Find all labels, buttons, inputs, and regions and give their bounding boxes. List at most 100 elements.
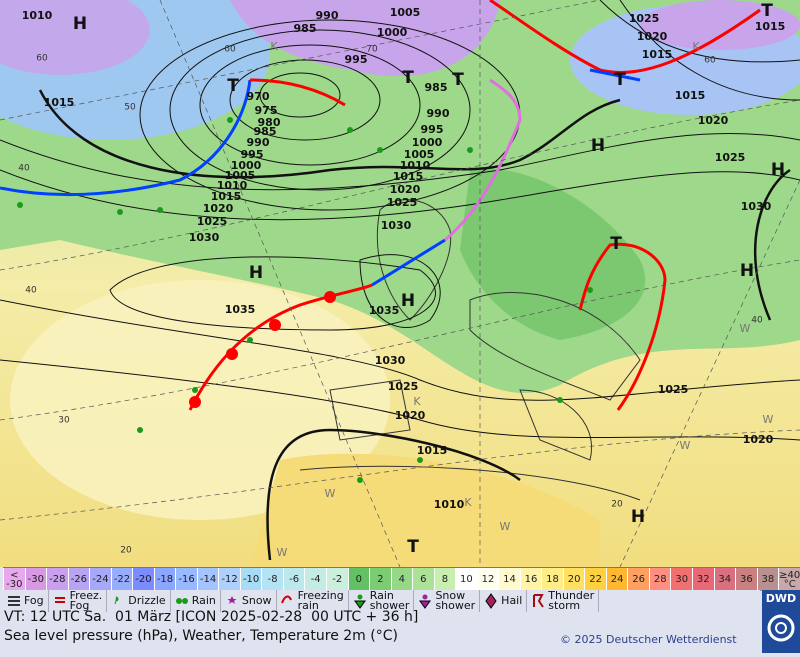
temp-patch <box>460 168 646 340</box>
isobar-label: 1005 <box>390 6 421 19</box>
cold-front <box>371 238 446 287</box>
legend-item: Drizzle <box>107 590 171 612</box>
grid-label: 40 <box>18 164 30 174</box>
isobar-label: 1015 <box>755 20 786 33</box>
legend-item: Rain <box>171 590 221 612</box>
pressure-center: H <box>591 136 605 156</box>
scale-cell: 6 <box>412 568 434 591</box>
scale-cell: -6 <box>282 568 305 591</box>
graticule <box>0 0 800 567</box>
legend-icon <box>175 598 188 604</box>
grid-label: 30 <box>58 416 70 426</box>
scale-cell: 28 <box>648 568 671 591</box>
scale-cell: -22 <box>110 568 133 591</box>
isobar-label: 975 <box>255 104 278 117</box>
legend-item: Snow <box>221 590 277 612</box>
cold-front <box>589 68 641 82</box>
legend-label: Hail <box>501 594 523 607</box>
isobar-label: 995 <box>241 148 264 161</box>
legend-item: Thunder storm <box>527 589 600 612</box>
isobar-label: 990 <box>427 107 450 120</box>
africa-warm <box>250 453 600 567</box>
isobar-label: 995 <box>345 53 368 66</box>
grid-label: 20 <box>120 546 132 556</box>
front-symbol <box>226 348 238 360</box>
small-mark: K <box>413 395 421 408</box>
legend-label: Thunder storm <box>548 589 595 612</box>
scale-cell: -26 <box>67 568 90 591</box>
isobar-label: 1025 <box>197 215 228 228</box>
scale-cell: 0 <box>347 568 370 591</box>
isobar-label: 1010 <box>434 498 465 511</box>
isobar-label: 1020 <box>743 433 774 446</box>
legend-item: Freez. Fog <box>49 590 108 612</box>
grid-label: 20 <box>611 500 623 510</box>
front-symbol <box>324 291 336 303</box>
scale-cell: -8 <box>261 568 283 591</box>
scale-cell: 30 <box>670 568 692 591</box>
isobar-label: 1010 <box>22 9 53 22</box>
scale-cell: 8 <box>433 568 456 591</box>
isobar-label: 1005 <box>225 169 256 182</box>
isobar-label: 1035 <box>225 303 256 316</box>
pressure-center: T <box>407 537 419 557</box>
isobar-label: 1000 <box>231 159 262 172</box>
small-mark: W <box>740 322 751 335</box>
isobar-label: 1030 <box>189 231 220 244</box>
scale-cell: 20 <box>562 568 585 591</box>
legend-item: Snow shower <box>414 590 481 612</box>
small-mark: K <box>270 40 278 53</box>
isobar-label: 1010 <box>400 159 431 172</box>
main-isobars <box>38 89 791 561</box>
legend-item: Hail <box>480 590 528 612</box>
legend-label: Fog <box>24 594 44 607</box>
isobar-label: 1025 <box>715 151 746 164</box>
isobar-label: 1015 <box>675 89 706 102</box>
weather-symbols <box>17 117 593 483</box>
cold-purple <box>640 0 800 50</box>
scale-cell: 10 <box>455 568 477 591</box>
legend: Fog Freez. Fog Drizzle Rain Snow Freezing rai… <box>3 590 760 612</box>
scale-cell: 16 <box>519 568 542 591</box>
legend-label: Freez. Fog <box>69 589 103 612</box>
scale-cell: 38 <box>756 568 779 591</box>
isobar-label: 1030 <box>375 354 406 367</box>
legend-label: Rain shower <box>369 589 410 612</box>
color-scale: < -30 -30 -28 -26 -24 -22 -20 -18 -16 -14 -12 -10 -8… <box>3 567 800 591</box>
scale-cell: 4 <box>390 568 413 591</box>
small-mark: K <box>692 40 700 53</box>
cold-front <box>0 79 252 197</box>
scale-cell: 18 <box>541 568 563 591</box>
grid-label: 50 <box>124 103 136 113</box>
isobar-label: 970 <box>247 90 270 103</box>
pressure-center: T <box>761 1 773 21</box>
isobar-label: 1020 <box>637 30 668 43</box>
legend-item: Rain shower <box>349 590 415 612</box>
isobar-label: 1035 <box>369 304 400 317</box>
scale-cell: -24 <box>89 568 111 591</box>
legend-label: Freezing rain <box>297 589 344 612</box>
isobar-label: 1020 <box>698 114 729 127</box>
isobar-label: 980 <box>258 116 281 129</box>
scale-cell: 36 <box>735 568 757 591</box>
scale-cell: < -30 <box>3 568 25 591</box>
scale-cell: -16 <box>175 568 197 591</box>
scale-cell: -10 <box>239 568 262 591</box>
legend-label: Snow <box>241 594 272 607</box>
scale-cell: 32 <box>692 568 714 591</box>
isobar-label: 1025 <box>629 12 660 25</box>
small-mark: W <box>500 520 511 533</box>
grid-label: 60 <box>704 56 716 66</box>
isobar-label: 1005 <box>404 148 435 161</box>
isobar-label: 1025 <box>387 196 418 209</box>
grid-label: 40 <box>751 316 763 326</box>
scale-cell: 12 <box>476 568 499 591</box>
dwd-logo: DWD <box>762 590 800 653</box>
pressure-center: T <box>227 76 239 96</box>
isobar-label: 1010 <box>217 179 248 192</box>
legend-icon <box>227 596 237 604</box>
scale-cell: 24 <box>605 568 628 591</box>
occlusion <box>444 78 522 242</box>
isobar-label: 985 <box>294 22 317 35</box>
